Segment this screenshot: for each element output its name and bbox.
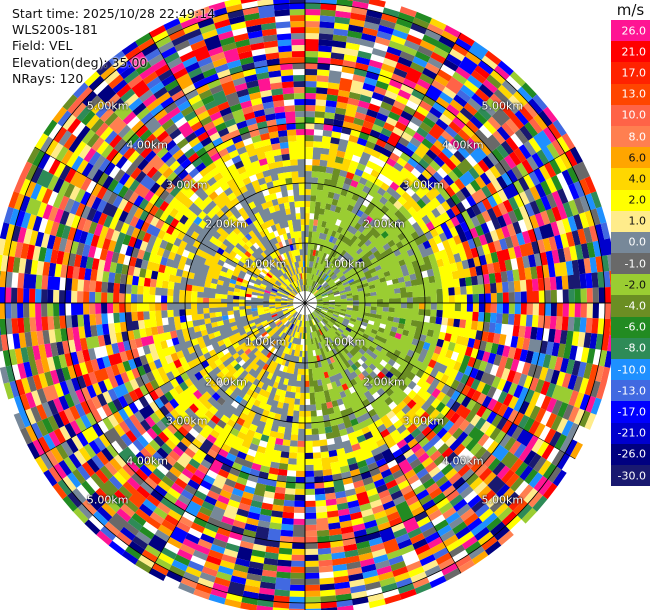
colorbar-swatch: -21.0 xyxy=(611,422,650,444)
range-label: 5.00km xyxy=(86,99,129,113)
range-label: 3.00km xyxy=(165,414,208,428)
velocity-gate-group xyxy=(0,0,601,591)
velocity-gate-group xyxy=(8,0,611,610)
colorbar-swatch: -26.0 xyxy=(611,443,650,465)
colorbar-swatch: 1.0 xyxy=(611,210,650,232)
range-label: 2.00km xyxy=(363,375,405,389)
colorbar-label: -6.0 xyxy=(624,320,646,334)
range-label: 3.00km xyxy=(165,178,208,192)
colorbar-swatch: 26.0 xyxy=(611,20,650,42)
range-label: 4.00km xyxy=(442,454,484,468)
colorbar-swatch: -13.0 xyxy=(611,380,650,402)
range-label: 5.00km xyxy=(481,99,524,113)
azimuth-spoke xyxy=(304,302,576,460)
range-grid xyxy=(0,0,611,610)
ppi-plot xyxy=(0,0,611,610)
range-label: 4.00km xyxy=(126,454,168,468)
range-label: 2.00km xyxy=(205,217,247,231)
velocity-gate-group xyxy=(2,18,595,609)
range-label: 4.00km xyxy=(442,138,484,152)
range-label: 2.00km xyxy=(363,217,405,231)
colorbar-swatch: 10.0 xyxy=(611,104,650,126)
azimuth-spoke xyxy=(34,146,306,304)
colorbar-label: 4.0 xyxy=(628,172,647,186)
range-label: 5.00km xyxy=(86,493,129,507)
colorbar-label: -1.0 xyxy=(624,257,646,271)
range-label: 1.00km xyxy=(244,257,287,271)
range-label: 1.00km xyxy=(323,335,366,349)
colorbar-swatch: -30.0 xyxy=(611,464,650,487)
colorbar-swatch: -10.0 xyxy=(611,359,650,381)
azimuth-spoke xyxy=(148,32,306,304)
colorbar-swatch: -1.0 xyxy=(611,253,650,275)
velocity-colorbar: m/s 26.0 21.0 17.0 13.0 10.0 8.0 6.0 4.0 2.0 1.0 0… xyxy=(611,0,650,610)
velocity-gate-group xyxy=(3,0,611,609)
colorbar-swatch: 17.0 xyxy=(611,62,650,84)
colorbar-levels: 26.0 21.0 17.0 13.0 10.0 8.0 6.0 4.0 2.0 1.0 0.0 -1… xyxy=(611,20,650,487)
colorbar-label: -30.0 xyxy=(617,469,646,483)
colorbar-swatch: 6.0 xyxy=(611,147,650,169)
range-label: 3.00km xyxy=(402,414,445,428)
colorbar-swatch: 13.0 xyxy=(611,83,650,105)
range-label: 3.00km xyxy=(402,178,445,192)
colorbar-unit: m/s xyxy=(616,1,645,19)
colorbar-label: 6.0 xyxy=(628,151,647,165)
velocity-gate-group xyxy=(0,3,611,600)
azimuth-spoke xyxy=(304,146,576,304)
colorbar-swatch: 21.0 xyxy=(611,41,650,63)
colorbar-label: 2.0 xyxy=(628,193,647,207)
colorbar-label: 10.0 xyxy=(621,108,647,122)
colorbar-label: 1.0 xyxy=(628,214,647,228)
colorbar-label: -26.0 xyxy=(617,447,646,461)
range-label: 4.00km xyxy=(126,138,168,152)
range-label: 1.00km xyxy=(323,257,366,271)
range-label: 1.00km xyxy=(244,335,287,349)
colorbar-label: 8.0 xyxy=(628,130,647,144)
colorbar-label: -13.0 xyxy=(617,384,646,398)
colorbar-label: -4.0 xyxy=(624,299,646,313)
colorbar-swatch: -2.0 xyxy=(611,274,650,296)
colorbar-swatch: 2.0 xyxy=(611,189,650,211)
colorbar-label: -8.0 xyxy=(624,341,646,355)
velocity-gates xyxy=(0,0,611,610)
colorbar-swatch: 0.0 xyxy=(611,231,650,254)
colorbar-swatch: 8.0 xyxy=(611,125,650,148)
colorbar-label: -2.0 xyxy=(624,278,646,292)
azimuth-spoke xyxy=(34,302,306,460)
azimuth-spoke xyxy=(304,302,462,574)
colorbar-swatch: -6.0 xyxy=(611,316,650,338)
azimuth-spoke xyxy=(304,32,462,304)
colorbar-label: 13.0 xyxy=(621,87,647,101)
azimuth-spoke xyxy=(148,302,306,574)
colorbar-swatch: 4.0 xyxy=(611,168,650,190)
colorbar-label: -17.0 xyxy=(617,405,646,419)
velocity-gate-group xyxy=(0,3,583,609)
range-label: 5.00km xyxy=(481,493,524,507)
colorbar-label: 26.0 xyxy=(621,24,647,38)
colorbar-label: -10.0 xyxy=(617,363,646,377)
colorbar-swatch: -8.0 xyxy=(611,337,650,359)
colorbar-label: -21.0 xyxy=(617,426,646,440)
colorbar-label: 17.0 xyxy=(621,66,647,80)
colorbar-label: 21.0 xyxy=(621,45,647,59)
range-label: 2.00km xyxy=(205,375,247,389)
colorbar-label: 0.0 xyxy=(628,235,647,249)
colorbar-swatch: -17.0 xyxy=(611,401,650,423)
colorbar-swatch: -4.0 xyxy=(611,295,650,317)
